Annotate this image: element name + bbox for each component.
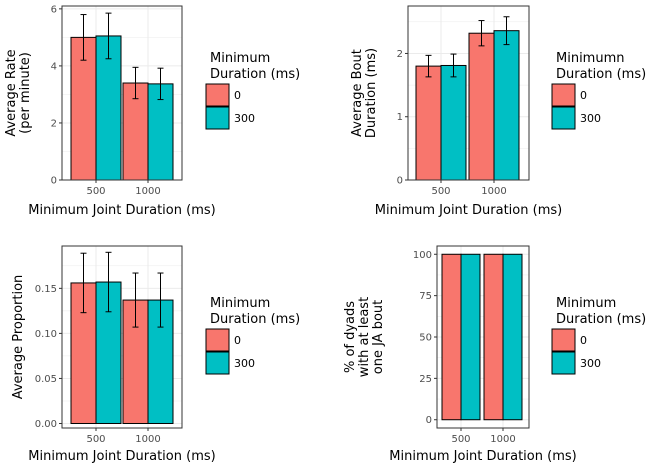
chart-panel-1: 0 2 4 6 500 1000 Minimum Joint Duration (ms) Av… [4, 4, 300, 218]
bar-0-1000 [468, 32, 495, 181]
y-axis-title: % of dyads [343, 301, 358, 373]
legend-label: 0 [234, 334, 241, 347]
chart-panel-2: 0 1 2 500 1000 Minimum Joint Duration (ms) Ave… [350, 5, 646, 218]
x-axis-title: Minimum Joint Duration (ms) [375, 203, 562, 218]
x-axis-title: Minimum Joint Duration (ms) [389, 449, 576, 464]
legend-label: 300 [580, 112, 601, 125]
legend-title: Duration (ms) [556, 67, 646, 82]
bar-0-500 [441, 253, 462, 421]
y-tick-label: 75 [419, 291, 432, 302]
y-axis-title: one JA bout [371, 300, 386, 375]
y-tick-label: 1 [397, 112, 403, 123]
legend-key-300 [551, 351, 576, 375]
x-tick-label: 1000 [481, 186, 506, 197]
bar-0-500 [415, 65, 442, 181]
y-tick-label: 6 [51, 4, 57, 15]
y-tick-label: 0.05 [35, 374, 57, 385]
chart-panel-3: 0.00 0.05 0.10 0.15 500 1000 Minimum Joint Dur… [11, 245, 300, 464]
x-tick-label: 1000 [490, 434, 515, 445]
y-axis-title: (per minute) [18, 52, 33, 134]
x-tick-label: 1000 [135, 434, 160, 445]
panel-border [61, 245, 183, 429]
y-axis-title: with at least [357, 297, 372, 377]
y-tick-label: 50 [419, 333, 432, 344]
x-tick-label: 500 [431, 186, 450, 197]
legend-title: Minimumn [556, 51, 625, 66]
legend-key-300 [205, 351, 230, 375]
bar-300-500 [440, 64, 467, 181]
legend-label: 0 [580, 334, 587, 347]
legend-title: Minimum [210, 51, 270, 66]
legend-title: Minimum [556, 296, 616, 311]
legend-label: 300 [234, 112, 255, 125]
legend-title: Minimum [210, 296, 270, 311]
legend-key-0 [205, 328, 230, 352]
y-tick-label: 0 [51, 176, 57, 187]
chart-panel-4: 0 25 50 75 100 500 1000 Minimum Joint Duration … [343, 245, 646, 464]
legend-label: 0 [234, 89, 241, 102]
y-tick-label: 0 [397, 176, 403, 187]
y-axis-title: Average Bout [350, 49, 365, 137]
panel-border [436, 245, 530, 429]
legend-label: 0 [580, 89, 587, 102]
panel-border [61, 5, 183, 181]
bar-300-500 [95, 35, 122, 181]
y-tick-label: 0.00 [35, 419, 57, 430]
x-tick-label: 1000 [135, 186, 160, 197]
panel-border [407, 5, 530, 181]
legend-key-0 [551, 328, 576, 352]
bar-300-1000 [502, 253, 523, 421]
legend-title: Duration (ms) [556, 312, 646, 327]
y-axis-title: Duration (ms) [364, 48, 379, 138]
legend-title: Duration (ms) [210, 312, 300, 327]
y-tick-label: 100 [413, 250, 432, 261]
y-tick-label: 0.15 [35, 284, 57, 295]
y-axis-title: Average Proportion [11, 275, 26, 400]
y-tick-label: 2 [51, 118, 57, 129]
legend-title: Duration (ms) [210, 67, 300, 82]
y-tick-label: 25 [419, 374, 432, 385]
y-tick-label: 0 [426, 415, 432, 426]
x-tick-label: 500 [86, 434, 105, 445]
bar-0-1000 [483, 253, 504, 421]
legend-key-0 [551, 83, 576, 107]
legend-label: 300 [580, 357, 601, 370]
x-axis-title: Minimum Joint Duration (ms) [28, 449, 215, 464]
y-tick-label: 4 [51, 61, 57, 72]
x-axis-title: Minimum Joint Duration (ms) [28, 203, 215, 218]
y-tick-label: 2 [397, 49, 403, 60]
y-tick-label: 0.10 [35, 329, 57, 340]
legend-key-300 [551, 106, 576, 130]
x-tick-label: 500 [86, 186, 105, 197]
legend-key-300 [205, 106, 230, 130]
bar-300-500 [460, 253, 481, 421]
legend-label: 300 [234, 357, 255, 370]
x-tick-label: 500 [451, 434, 470, 445]
y-axis-title: Average Rate [4, 49, 19, 136]
bar-300-1000 [493, 30, 520, 181]
legend-key-0 [205, 83, 230, 107]
